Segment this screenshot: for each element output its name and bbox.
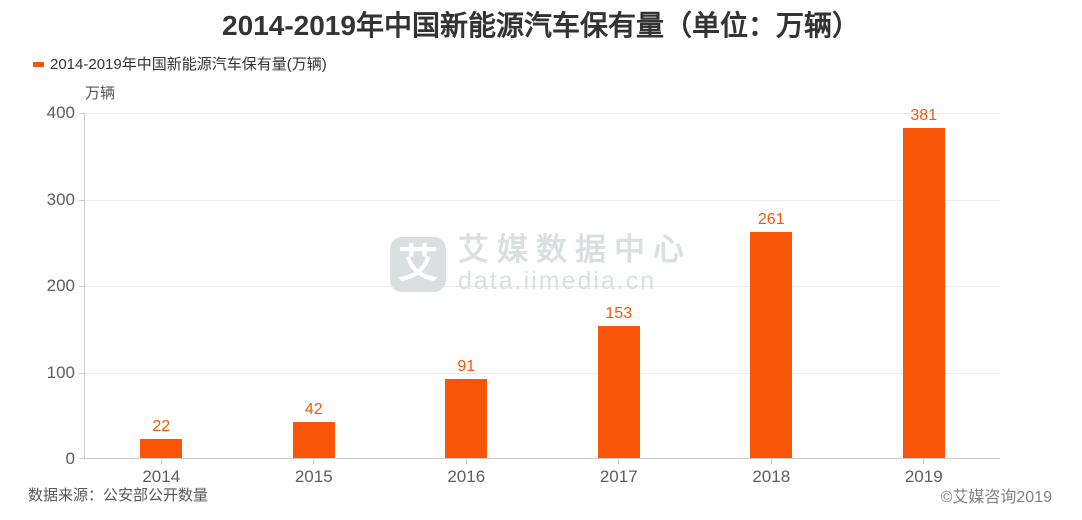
x-axis: 2014 2015 2016 2017 2018 2019 bbox=[85, 458, 1000, 487]
y-axis-name: 万辆 bbox=[85, 85, 116, 102]
gridline-300 bbox=[85, 200, 1000, 201]
bar-column-2014: 22 bbox=[85, 419, 238, 458]
y-axis-tick bbox=[79, 113, 85, 114]
y-tick-label-0: 0 bbox=[65, 449, 75, 468]
x-tick-label-2015: 2015 bbox=[294, 467, 333, 486]
x-tick-label-2017: 2017 bbox=[599, 467, 638, 486]
x-tick-label-2016: 2016 bbox=[447, 467, 486, 486]
y-axis-tick bbox=[79, 286, 85, 287]
x-axis-tick bbox=[465, 459, 467, 464]
bar-column-2016: 91 bbox=[390, 359, 543, 458]
bar-value-label-2016: 91 bbox=[457, 358, 476, 375]
x-axis-tick bbox=[160, 459, 162, 464]
y-axis-tick bbox=[79, 200, 85, 201]
x-cell-2017: 2017 bbox=[543, 458, 696, 487]
x-axis-tick bbox=[313, 459, 315, 464]
x-cell-2016: 2016 bbox=[390, 458, 543, 487]
bar-value-label-2015: 42 bbox=[304, 401, 323, 418]
bar-value-label-2018: 261 bbox=[757, 211, 785, 228]
bar-2018 bbox=[750, 232, 793, 458]
x-tick-label-2014: 2014 bbox=[142, 467, 181, 486]
bar-2015 bbox=[292, 422, 335, 458]
bar-value-label-2014: 22 bbox=[152, 418, 171, 435]
bar-column-2015: 42 bbox=[238, 402, 391, 458]
bar-2019 bbox=[902, 128, 945, 458]
legend-marker-icon bbox=[33, 61, 44, 67]
bar-column-2017: 153 bbox=[543, 306, 696, 458]
x-cell-2019: 2019 bbox=[848, 458, 1001, 487]
gridline-200 bbox=[85, 286, 1000, 287]
copyright-note: ©艾媒咨询2019 bbox=[940, 489, 1052, 506]
bar-2014 bbox=[140, 439, 183, 458]
x-axis-tick bbox=[923, 459, 925, 464]
bars-container: 22 42 91 153 261 381 bbox=[85, 108, 1000, 458]
y-tick-label-200: 200 bbox=[46, 276, 75, 295]
x-tick-label-2018: 2018 bbox=[752, 467, 791, 486]
x-tick-label-2019: 2019 bbox=[904, 467, 943, 486]
y-tick-label-400: 400 bbox=[46, 103, 75, 122]
bar-column-2018: 261 bbox=[695, 212, 848, 458]
legend-label: 2014-2019年中国新能源汽车保有量(万辆) bbox=[50, 56, 327, 73]
legend: 2014-2019年中国新能源汽车保有量(万辆) bbox=[33, 53, 327, 74]
data-source-note: 数据来源：公安部公开数量 bbox=[28, 487, 209, 504]
x-axis-tick bbox=[618, 459, 620, 464]
plot-area: 0 100 200 300 400 22 42 91 153 261 381 2014 2015 20… bbox=[47, 104, 1000, 486]
y-tick-label-100: 100 bbox=[46, 363, 75, 382]
bar-2017 bbox=[597, 326, 640, 458]
y-axis-tick bbox=[79, 458, 85, 459]
bar-column-2019: 381 bbox=[848, 108, 1001, 458]
x-axis-tick bbox=[770, 459, 772, 464]
gridline-400 bbox=[85, 113, 1000, 114]
y-axis-tick bbox=[79, 373, 85, 374]
bar-value-label-2019: 381 bbox=[910, 107, 938, 124]
chart-title: 2014-2019年中国新能源汽车保有量（单位：万辆） bbox=[222, 10, 860, 41]
y-tick-label-300: 300 bbox=[46, 190, 75, 209]
bar-value-label-2017: 153 bbox=[605, 305, 633, 322]
bar-2016 bbox=[445, 379, 488, 458]
x-cell-2014: 2014 bbox=[85, 458, 238, 487]
x-cell-2018: 2018 bbox=[695, 458, 848, 487]
x-cell-2015: 2015 bbox=[238, 458, 391, 487]
gridline-100 bbox=[85, 373, 1000, 374]
